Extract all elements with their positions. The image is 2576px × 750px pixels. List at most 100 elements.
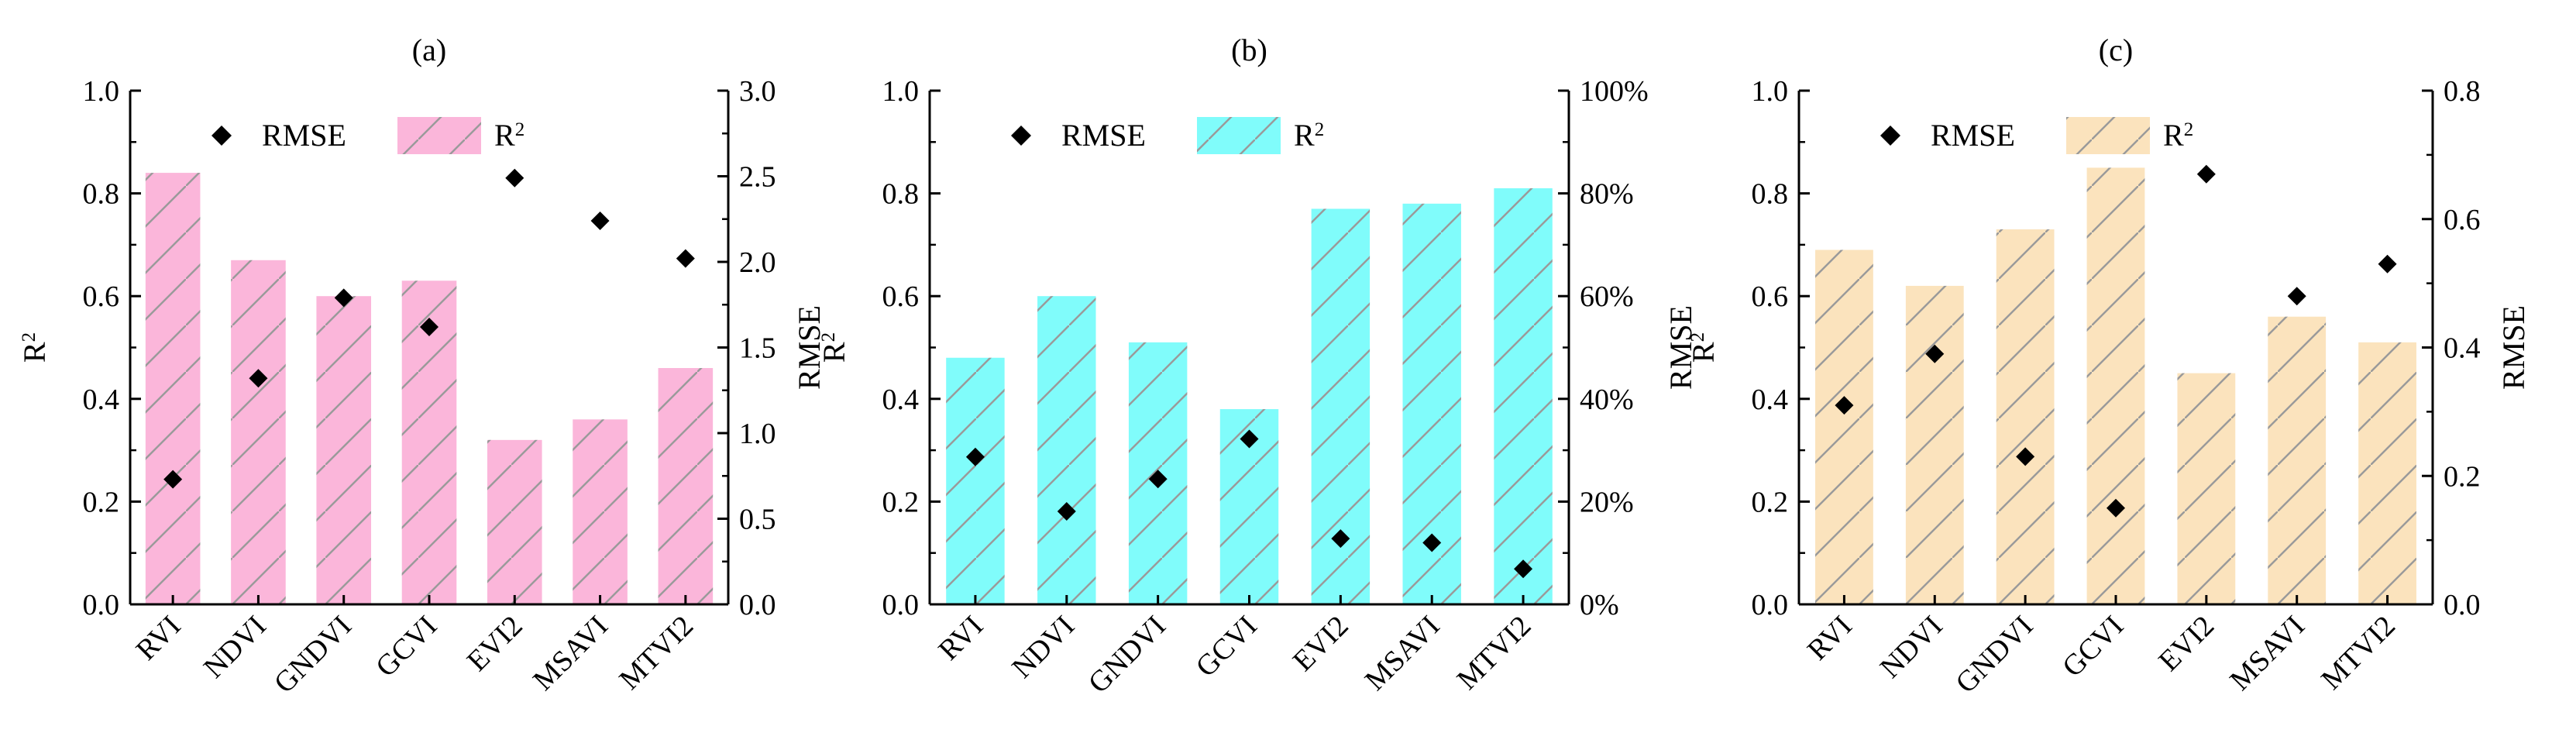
right-tick-label: 20% [1580,486,1634,518]
rmse-point-gcvi [1240,429,1259,449]
bar-hatch-msavi [2268,316,2327,604]
rmse-point-evi2 [2196,164,2216,184]
rmse-point-gcvi [2107,498,2125,518]
panel-title: (a) [412,33,446,67]
left-tick-label: 0.0 [1752,589,1789,621]
left-tick-label: 0.2 [1752,486,1789,518]
rmse-point-gcvi [420,317,439,336]
left-tick-label: 1.0 [882,75,920,108]
left-tick-label: 0.8 [882,178,920,211]
rmse-point-mtvi2 [2378,254,2397,274]
chart-panel-1: 0.0 0.2 0.4 0.6 0.8 1.0 0.0 0.5 1.0 1.5 2.0 2.5 3.0 R… [17,33,827,700]
left-tick-label: 0.4 [83,384,120,416]
rmse-point-rvi [1835,396,1854,415]
x-tick-label: RVI [130,610,187,667]
rmse-point-msavi [590,211,610,230]
right-tick-label: 3.0 [739,75,776,108]
right-tick-label: 0.2 [2444,460,2481,493]
left-tick-label: 0.6 [1752,280,1789,313]
left-tick-label: 0.0 [83,589,120,621]
left-tick-label: 1.0 [1752,75,1789,108]
x-tick-label: NDVI [1006,610,1081,685]
x-tick-label: GNDVI [1949,610,2039,700]
rmse-point-mtvi2 [1514,559,1533,579]
x-tick-label: RVI [1801,610,1859,667]
rmse-point-evi2 [1331,529,1350,549]
chart-panel-3: 0.0 0.2 0.4 0.6 0.8 1.0 0.0 0.2 0.4 0.6 0.8 RVI NDVI… [1686,33,2531,700]
rmse-point-gndvi [2016,447,2035,466]
bar-hatch-ndvi [231,260,286,604]
left-tick-label: 0.6 [83,280,120,313]
rmse-point-ndvi [1057,501,1076,521]
bar-hatch-gndvi [1996,229,2055,604]
bar-hatch-ndvi [1905,285,1964,604]
x-tick-label: GCVI [1189,610,1263,683]
right-tick-label: 0.0 [739,589,776,621]
right-tick-label: 0.4 [2444,332,2481,365]
x-tick-label: NDVI [1874,610,1949,685]
right-tick-label: 1.0 [739,418,776,450]
bar-hatch-evi2 [2177,373,2236,604]
legend-rmse-marker [1880,126,1900,146]
bar-hatch-msavi [573,419,628,604]
panel-title: (c) [2099,33,2133,67]
rmse-point-ndvi [249,369,268,388]
left-tick-label: 0.0 [882,589,920,621]
left-tick-label: 0.2 [882,486,920,518]
right-tick-label: 100% [1580,75,1649,108]
legend-rmse-marker [212,126,232,146]
x-tick-label: MSAVI [1359,610,1446,697]
rmse-point-gndvi [1148,470,1168,489]
right-axis-title: RMSE [2496,305,2531,390]
right-axis-title: RMSE [792,305,827,390]
left-axis-title: R2 [817,332,851,363]
legend-r2-swatch-hatch [397,117,481,154]
x-tick-label: MSAVI [2223,610,2311,697]
x-tick-label: RVI [932,610,989,667]
legend-rmse-marker [1011,126,1031,146]
x-tick-label: GNDVI [1082,610,1172,700]
x-tick-label: MTVI2 [1451,610,1538,697]
left-tick-label: 0.6 [882,280,920,313]
bar-hatch-evi2 [487,439,542,604]
left-tick-label: 0.8 [83,178,120,211]
legend-rmse-label: RMSE [1931,118,2015,153]
chart-panel-2: 0.0 0.2 0.4 0.6 0.8 1.0 0% 20% 40% 60% 80% 100% RVI N… [817,33,1698,700]
bar-hatch-gcvi [2086,167,2145,604]
right-tick-label: 0% [1580,589,1619,621]
bar-hatch-rvi [145,173,201,604]
legend-rmse-label: RMSE [262,118,346,153]
x-tick-label: MSAVI [527,610,614,697]
right-tick-label: 2.0 [739,246,776,279]
bar-hatch-mtvi2 [658,368,714,604]
right-tick-label: 0.6 [2444,204,2481,236]
x-tick-label: GCVI [2056,610,2130,683]
left-tick-label: 0.4 [1752,384,1789,416]
right-tick-label: 40% [1580,384,1634,416]
legend-r2-swatch-hatch [2066,117,2150,154]
bar-hatch-rvi [946,357,1005,604]
rmse-point-ndvi [1925,344,1945,363]
bar-hatch-gndvi [316,296,372,604]
bar-hatch-rvi [1815,249,1873,604]
legend-r2-label: R2 [494,118,524,153]
x-tick-label: GNDVI [268,610,358,700]
rmse-point-rvi [163,470,183,489]
legend-rmse-label: RMSE [1061,118,1146,153]
rmse-point-msavi [1422,533,1442,552]
x-tick-label: EVI2 [2152,610,2220,678]
x-tick-label: GCVI [370,610,443,683]
left-tick-label: 0.8 [1752,178,1789,211]
bar-hatch-mtvi2 [1494,188,1553,605]
rmse-point-rvi [965,447,985,466]
bar-hatch-mtvi2 [2358,342,2416,604]
left-axis-title: R2 [17,332,52,363]
legend-r2-label: R2 [2163,118,2193,153]
right-tick-label: 60% [1580,280,1634,313]
left-tick-label: 1.0 [83,75,120,108]
rmse-point-msavi [2287,287,2306,306]
left-axis-title: R2 [1686,332,1721,363]
right-axis-title: RMSE [1663,305,1698,390]
right-tick-label: 2.5 [739,161,776,194]
